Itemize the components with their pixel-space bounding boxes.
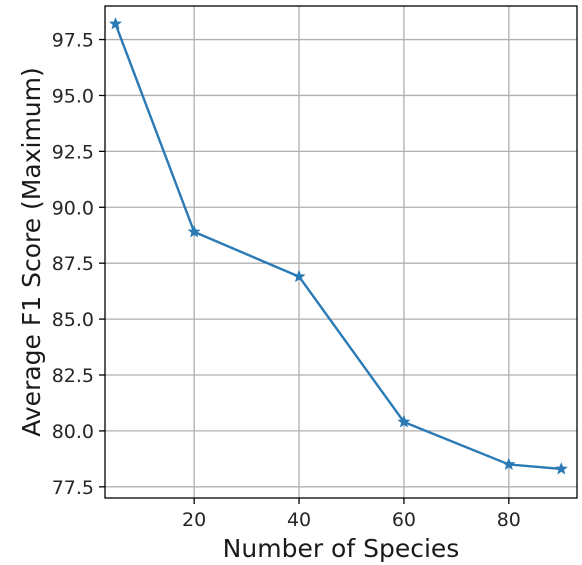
x-tick-label: 40 — [287, 509, 311, 531]
y-tick-label: 80.0 — [52, 421, 94, 443]
y-tick-label: 90.0 — [52, 197, 94, 219]
grid — [105, 6, 577, 498]
series-line — [114, 23, 562, 471]
x-tick-label: 60 — [392, 509, 416, 531]
data-point-star — [108, 17, 122, 30]
y-tick-label: 92.5 — [52, 141, 94, 163]
y-tick-label: 87.5 — [52, 253, 94, 275]
x-axis-label: Number of Species — [223, 534, 460, 563]
data-point-star — [187, 225, 201, 238]
y-tick-label: 97.5 — [52, 30, 94, 52]
y-tick-label: 85.0 — [52, 309, 94, 331]
series-layer — [108, 17, 568, 475]
data-point-star — [502, 457, 516, 470]
y-tick-label: 82.5 — [52, 365, 94, 387]
axis-ticks: 20 40 60 80 77.5 80.0 82.5 85.0 87.5 90.0 92.5 95.0… — [52, 30, 521, 531]
y-axis-label: Average F1 Score (Maximum) — [17, 67, 46, 437]
x-tick-label: 80 — [497, 509, 521, 531]
plot-frame — [104, 5, 578, 499]
data-point-star — [554, 462, 568, 475]
data-point-star — [397, 415, 411, 428]
y-tick-label: 77.5 — [52, 477, 94, 499]
y-tick-label: 95.0 — [52, 85, 94, 107]
x-tick-label: 20 — [182, 509, 206, 531]
data-point-star — [292, 269, 306, 283]
